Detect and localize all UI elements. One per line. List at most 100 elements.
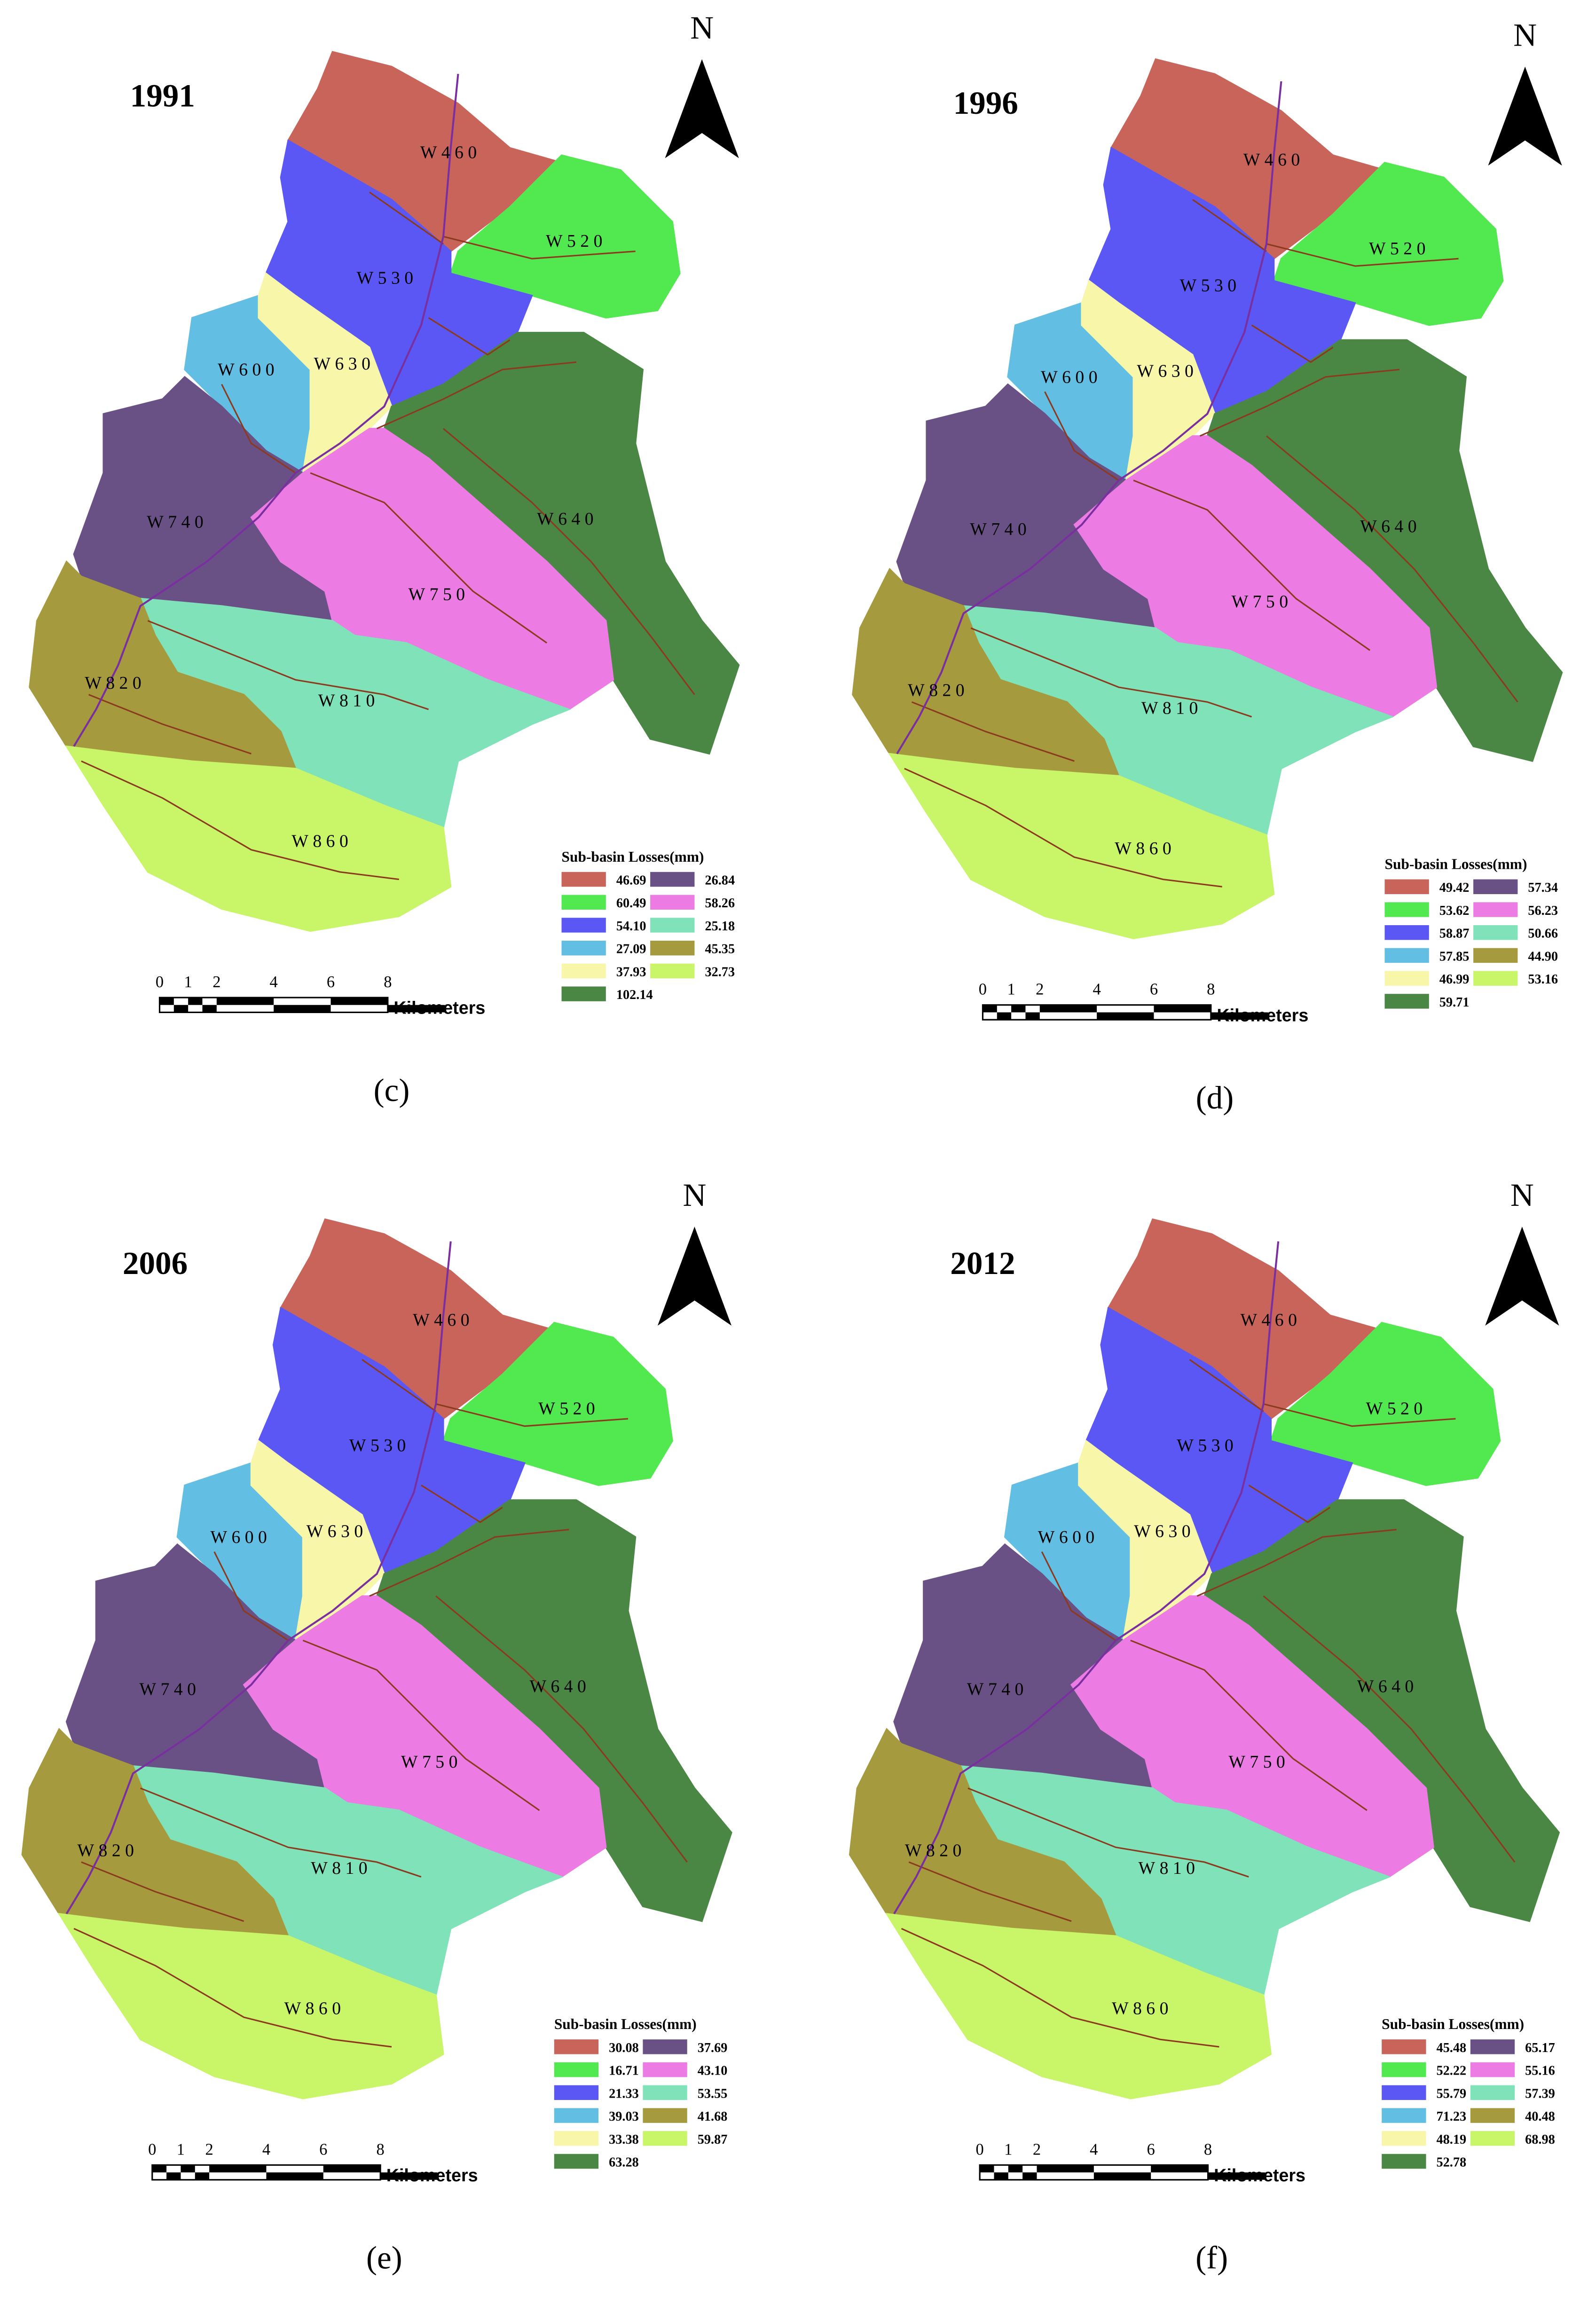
scale-bar-seg [1025, 1012, 1040, 1020]
legend-value: 52.78 [1437, 2155, 1467, 2170]
sub-basin-label: W820 [905, 1840, 966, 1860]
sub-basin-label: W740 [967, 1680, 1028, 1699]
legend-value: 46.69 [616, 873, 646, 888]
legend-value: 25.18 [705, 919, 735, 934]
scale-bar-seg [274, 1005, 331, 1013]
scale-tick-label: 8 [1207, 981, 1215, 999]
sub-basin-label: W860 [1112, 1999, 1173, 2019]
legend-swatch [561, 963, 606, 979]
scale-unit: Kilometers [1214, 2165, 1305, 2185]
river [1130, 1639, 1368, 1811]
legend-swatch [1470, 2085, 1515, 2100]
scale-tick-label: 4 [1093, 981, 1101, 999]
legend-value: 60.49 [616, 896, 646, 911]
sub-basin-label: W640 [1360, 517, 1421, 536]
sub-basin-label: W860 [1115, 839, 1176, 858]
river [88, 694, 252, 755]
scale-tick-label: 0 [148, 2140, 156, 2158]
scale-tick-label: 8 [1204, 2140, 1212, 2158]
legend-swatch [1473, 948, 1518, 963]
sub-basin-label: W600 [1041, 367, 1102, 387]
river [1133, 480, 1370, 651]
river [428, 317, 511, 356]
legend-title: Sub-basin Losses(mm) [1384, 856, 1527, 873]
scale-bar-seg [1022, 2172, 1037, 2180]
river [1266, 243, 1459, 267]
sub-basin-label: W640 [1357, 1676, 1418, 1696]
legend-value: 58.87 [1439, 927, 1470, 941]
legend-value: 39.03 [609, 2109, 639, 2124]
sub-basin-label: W460 [420, 142, 481, 162]
scale-bar-seg [195, 2172, 210, 2180]
panel-label: (d) [1196, 1079, 1234, 1116]
map-panel: W460 W520 W530 W600 W630 W640 W740 W750 W810 W820… [849, 1177, 1560, 2275]
river [1251, 324, 1334, 363]
north-arrow [657, 1227, 732, 1326]
river [443, 236, 636, 259]
scale-unit: Kilometers [1217, 1005, 1308, 1025]
legend-swatch [1384, 925, 1429, 940]
sub-basin-label: W520 [538, 1399, 599, 1418]
legend-value: 46.99 [1439, 972, 1470, 987]
scale-bar-seg [1008, 2165, 1023, 2173]
legend-swatch [1382, 2085, 1426, 2100]
river [421, 1485, 503, 1523]
north-label: N [1513, 17, 1537, 53]
sub-basin-label: W810 [1141, 698, 1203, 718]
legend-swatch [554, 2062, 599, 2077]
legend-value: 16.71 [609, 2064, 639, 2078]
scale-bar-seg [181, 2165, 195, 2173]
sub-basin-label: W810 [318, 691, 379, 711]
scale-tick-label: 0 [156, 973, 164, 991]
scale-bar-seg [1011, 1005, 1026, 1013]
scale-tick-label: 6 [319, 2140, 327, 2158]
scale-bar-seg [152, 2165, 167, 2173]
legend-value: 45.48 [1437, 2041, 1467, 2055]
sub-basin [888, 753, 1275, 939]
legend-swatch [1382, 2062, 1426, 2077]
legend-swatch [650, 918, 695, 933]
sub-basin-label: W810 [311, 1858, 372, 1878]
river [1196, 1529, 1397, 1597]
legend-swatch [650, 963, 695, 979]
sub-basin-label: W520 [1366, 1399, 1427, 1418]
scale-bar-seg [994, 2172, 1008, 2180]
river [81, 1861, 244, 1922]
scale-tick-label: 2 [205, 2140, 213, 2158]
scale-tick-label: 8 [377, 2140, 385, 2158]
river [221, 384, 296, 474]
north-arrow [665, 59, 739, 158]
scale-bar-seg [1154, 1005, 1211, 1013]
legend-value: 55.16 [1525, 2064, 1555, 2078]
scale-tick-label: 8 [384, 973, 392, 991]
sub-basin-label: W600 [210, 1527, 271, 1547]
river [213, 1551, 289, 1641]
legend-value: 48.19 [1437, 2132, 1467, 2147]
sub-basin-label: W630 [1137, 362, 1198, 381]
legend-value: 57.34 [1528, 881, 1558, 895]
main-river [65, 1241, 452, 1915]
scale-bar-seg [1208, 2172, 1265, 2180]
legend-swatch [643, 2108, 687, 2123]
river [435, 1403, 629, 1427]
legend-swatch [561, 918, 606, 933]
scale-tick-label: 0 [976, 2140, 984, 2158]
north-label: N [690, 9, 714, 46]
scale-tick-label: 4 [1090, 2140, 1098, 2158]
scale-bar-seg [1039, 1005, 1097, 1013]
legend-swatch [1470, 2131, 1515, 2146]
river [904, 768, 1222, 888]
legend-swatch [561, 895, 606, 910]
sub-basin [442, 1321, 673, 1486]
legend-value: 52.22 [1437, 2064, 1467, 2078]
scale-bar-seg [1093, 2172, 1151, 2180]
legend-value: 37.93 [616, 965, 646, 979]
legend-swatch [643, 2131, 687, 2146]
main-river [73, 74, 459, 747]
legend-value: 53.55 [698, 2086, 728, 2101]
river [908, 1861, 1072, 1922]
legend-swatch [1384, 879, 1429, 894]
scale-tick-label: 1 [177, 2140, 185, 2158]
legend-swatch [1382, 2131, 1426, 2146]
legend-swatch [1382, 2108, 1426, 2123]
